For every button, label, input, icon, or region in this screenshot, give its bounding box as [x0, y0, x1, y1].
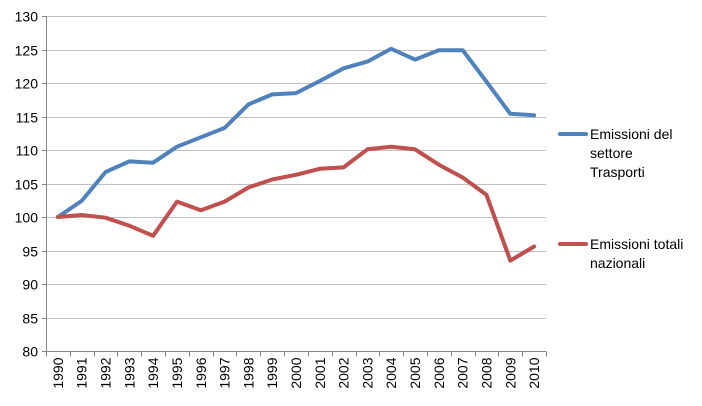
y-tick-label: 110	[16, 143, 39, 159]
y-axis-tick-labels: 80 85 90 95 100 105 110 115 120 125 130	[15, 9, 39, 360]
x-tick-label: 2005	[407, 357, 423, 388]
x-tick-label: 2002	[336, 357, 352, 388]
x-tick-label: 2010	[526, 357, 542, 388]
x-tick-label: 1999	[264, 357, 280, 388]
x-tick-label: 1996	[193, 357, 209, 388]
x-tick-label: 2004	[383, 357, 399, 388]
x-tick-label: 2009	[502, 357, 518, 388]
legend-label: Emissioni del	[590, 126, 672, 142]
x-tick-label: 1994	[145, 357, 161, 388]
axes	[42, 16, 547, 357]
y-tick-label: 100	[15, 210, 39, 226]
series-line-1	[55, 46, 537, 219]
x-tick-label: 1991	[74, 357, 90, 388]
x-tick-label: 2001	[312, 357, 328, 388]
legend-entry-2: Emissioni totali nazionali	[558, 236, 683, 271]
legend-label: Trasporti	[590, 164, 645, 180]
y-tick-label: 90	[22, 277, 38, 293]
series-line-2	[55, 144, 537, 263]
y-tick-label: 130	[15, 9, 39, 25]
y-tick-label: 95	[22, 244, 38, 260]
gridlines	[46, 16, 546, 319]
y-tick-label: 125	[15, 43, 39, 59]
x-axis-tick-labels: 1990 1991 1992 1993 1994 1995 1996 1997 1998 1999…	[50, 357, 542, 388]
x-tick-label: 1990	[50, 357, 66, 388]
x-tick-label: 1997	[217, 357, 233, 388]
x-tick-label: 2003	[359, 357, 375, 388]
x-tick-label: 2007	[455, 357, 471, 388]
legend: Emissioni del settore Trasporti Emissioni t…	[558, 126, 683, 271]
y-tick-label: 120	[15, 76, 39, 92]
y-tick-label: 115	[16, 110, 39, 126]
y-tick-label: 105	[15, 177, 39, 193]
x-tick-label: 1995	[169, 357, 185, 388]
x-tick-label: 1992	[98, 357, 114, 388]
legend-label: Emissioni totali	[590, 236, 683, 252]
series-lines	[55, 46, 537, 263]
x-tick-label: 2000	[288, 357, 304, 388]
legend-label: nazionali	[590, 255, 645, 271]
legend-entry-1: Emissioni del settore Trasporti	[558, 126, 672, 180]
x-tick-label: 2006	[431, 357, 447, 388]
y-tick-label: 80	[22, 344, 38, 360]
x-tick-label: 1993	[121, 357, 137, 388]
y-tick-label: 85	[22, 311, 38, 327]
x-tick-label: 2008	[478, 357, 494, 388]
legend-label: settore	[590, 145, 633, 161]
x-tick-label: 1998	[240, 357, 256, 388]
